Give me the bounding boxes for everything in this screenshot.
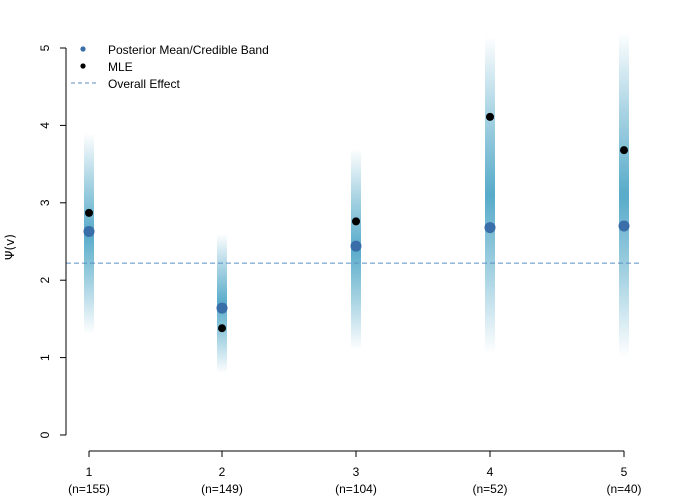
x-tick-count-label: (n=155) [68,482,110,496]
data-points [83,112,630,333]
x-tick-label: 5 [621,465,628,479]
x-tick-count-label: (n=52) [472,482,507,496]
legend-mle-dot-icon [80,63,86,69]
x-tick-label: 2 [219,465,226,479]
x-tick-label: 3 [353,465,360,479]
credible-band-5 [619,32,629,358]
legend-overall-label: Overall Effect [108,77,180,91]
y-tick-label: 3 [38,199,52,206]
legend-posterior-label: Posterior Mean/Credible Band [108,43,269,57]
mle-point-3 [352,217,360,226]
x-tick-label: 1 [86,465,93,479]
mle-point-1 [85,208,93,217]
legend-mle-label: MLE [108,60,133,74]
x-tick-label: 4 [487,465,494,479]
y-tick-label: 2 [38,277,52,284]
y-tick-label: 0 [38,431,52,438]
legend-posterior-dot-icon [80,46,86,52]
credible-band-4 [485,36,495,354]
x-ticks: 1 (n=155) 2 (n=149) 3 (n=104) 4 (n=52) 5 (n=40) [68,451,642,496]
x-tick-count-label: (n=149) [201,482,243,496]
mle-point-5 [620,146,628,155]
y-axis: 0 1 2 3 4 5 [38,44,67,438]
mle-point-4 [486,112,494,121]
x-tick-count-label: (n=104) [335,482,377,496]
posterior-mean-point-2 [216,302,228,314]
posterior-mean-point-1 [83,225,95,237]
legend: Posterior Mean/Credible Band MLE Overall… [71,43,269,91]
x-axis: 1 (n=155) 2 (n=149) 3 (n=104) 4 (n=52) 5 (n=40) [68,450,642,496]
posterior-mean-point-5 [618,220,630,232]
y-tick-label: 5 [38,44,52,51]
y-tick-label: 1 [38,354,52,361]
y-axis-title: Ψ(v) [3,234,17,260]
y-ticks: 0 1 2 3 4 5 [38,44,66,438]
posterior-mean-point-3 [350,240,362,252]
mle-point-2 [218,324,226,333]
y-tick-label: 4 [38,122,52,129]
x-tick-count-label: (n=40) [606,482,641,496]
posterior-mean-point-4 [484,222,496,234]
